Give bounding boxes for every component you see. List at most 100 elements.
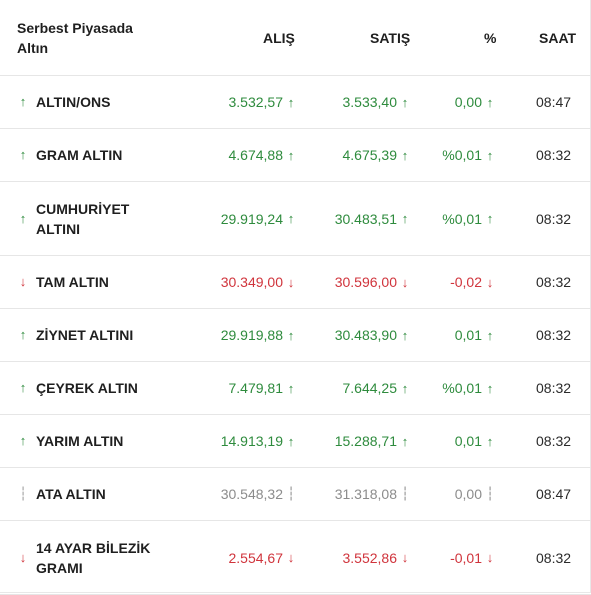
row-name[interactable]: ↓ TAM ALTIN [17, 272, 166, 292]
sell-price: 30.596,00 ↓ [335, 274, 413, 290]
update-time: 08:47 [536, 94, 572, 110]
table-row[interactable]: ↓ TAM ALTIN 30.349,00 ↓ 30.596,00 ↓ -0,0… [0, 256, 591, 309]
buy-price: 30.548,32 ┆ [221, 486, 299, 502]
table-header: Serbest Piyasada Altın ALIŞ SATIŞ % SAAT [0, 0, 591, 76]
change-percent: -0,02 ↓ [450, 274, 498, 290]
buy-price: 4.674,88 ↑ [229, 147, 300, 163]
buy-price-value: 7.479,81 [228, 380, 284, 396]
arrow-up-icon: ↑ [486, 327, 494, 343]
row-name-label: ALTIN/ONS [36, 94, 111, 110]
change-percent: -0,01 ↓ [450, 550, 498, 566]
table-title: Serbest Piyasada Altın [17, 19, 133, 56]
change-percent-value: 0,01 [454, 433, 482, 449]
change-percent-value: 0,00 [454, 486, 482, 502]
table-row[interactable]: ↑ ÇEYREK ALTIN 7.479,81 ↑ 7.644,25 ↑ %0,… [0, 362, 591, 415]
arrow-up-icon: ↑ [19, 94, 27, 109]
column-header-time[interactable]: SAAT [539, 29, 577, 46]
arrow-up-icon: ↑ [486, 147, 494, 163]
arrow-up-icon: ↑ [19, 380, 27, 395]
row-name[interactable]: ┆ ATA ALTIN [17, 484, 166, 504]
buy-price: 30.349,00 ↓ [221, 274, 299, 290]
column-header-sell[interactable]: SATIŞ [370, 29, 411, 46]
arrow-up-icon: ↑ [401, 211, 409, 226]
row-name[interactable]: ↑ ÇEYREK ALTIN [17, 378, 166, 398]
update-time: 08:32 [536, 549, 572, 566]
sell-price-value: 3.533,40 [342, 94, 398, 110]
row-name[interactable]: ↑ YARIM ALTIN [17, 431, 166, 451]
sell-price-value: 4.675,39 [342, 147, 398, 163]
arrow-up-icon: ↑ [486, 211, 494, 226]
change-percent: %0,01 ↑ [442, 380, 498, 396]
arrow-up-icon: ↑ [287, 94, 295, 110]
change-percent: %0,01 ↑ [442, 147, 498, 163]
update-time: 08:32 [536, 433, 572, 449]
row-name-label: ZİYNET ALTINI [36, 327, 134, 343]
row-name[interactable]: ↑ CUMHURİYET ALTINI [17, 199, 166, 239]
arrow-up-icon: ↑ [19, 210, 27, 226]
arrow-up-icon: ↑ [401, 380, 409, 396]
sell-price-value: 31.318,08 [334, 486, 397, 502]
arrow-up-icon: ↑ [287, 211, 295, 226]
arrow-up-icon: ↑ [287, 327, 295, 343]
sell-price: 3.552,86 ↓ [343, 550, 414, 566]
neutral-dots-icon: ┆ [19, 486, 27, 501]
update-time: 08:32 [536, 274, 572, 290]
arrow-up-icon: ↑ [486, 94, 494, 110]
row-name-label: YARIM ALTIN [36, 433, 124, 449]
sell-price-value: 3.552,86 [342, 549, 398, 566]
neutral-dots-icon: ┆ [486, 486, 494, 501]
arrow-up-icon: ↑ [19, 327, 27, 342]
arrow-up-icon: ↑ [401, 433, 409, 449]
arrow-down-icon: ↓ [19, 274, 27, 289]
change-percent-value: -0,02 [450, 274, 482, 290]
table-row[interactable]: ↑ ALTIN/ONS 3.532,57 ↑ 3.533,40 ↑ 0,00 ↑… [0, 76, 591, 129]
row-name-label: GRAM ALTIN [36, 147, 123, 163]
change-percent-value: -0,01 [450, 549, 482, 566]
neutral-dots-icon: ┆ [287, 486, 295, 501]
sell-price: 7.644,25 ↑ [343, 380, 414, 396]
table-row[interactable]: ↑ CUMHURİYET ALTINI 29.919,24 ↑ 30.483,5… [0, 182, 591, 256]
buy-price-value: 30.548,32 [220, 486, 283, 502]
table-row[interactable]: ┆ ATA ALTIN 30.548,32 ┆ 31.318,08 ┆ 0,00… [0, 468, 591, 521]
buy-price-value: 14.913,19 [220, 433, 283, 449]
buy-price: 7.479,81 ↑ [229, 380, 300, 396]
buy-price: 3.532,57 ↑ [229, 94, 300, 110]
arrow-up-icon: ↑ [401, 94, 409, 110]
sell-price-value: 7.644,25 [342, 380, 398, 396]
neutral-dots-icon: ┆ [401, 486, 409, 501]
change-percent-value: 0,00 [454, 94, 482, 110]
table-row[interactable]: ↑ GRAM ALTIN 4.674,88 ↑ 4.675,39 ↑ %0,01… [0, 129, 591, 182]
update-time: 08:32 [536, 380, 572, 396]
sell-price: 30.483,51 ↑ [335, 211, 413, 227]
row-name-label: TAM ALTIN [36, 274, 109, 290]
buy-price-value: 2.554,67 [228, 549, 284, 566]
update-time: 08:32 [536, 327, 572, 343]
table-row[interactable]: ↑ ZİYNET ALTINI 29.919,88 ↑ 30.483,90 ↑ … [0, 309, 591, 362]
column-header-buy[interactable]: ALIŞ [263, 29, 295, 46]
change-percent: 0,00 ↑ [455, 94, 498, 110]
row-name[interactable]: ↑ ALTIN/ONS [17, 92, 166, 112]
table-row[interactable]: ↑ YARIM ALTIN 14.913,19 ↑ 15.288,71 ↑ 0,… [0, 415, 591, 468]
buy-price: 14.913,19 ↑ [221, 433, 299, 449]
column-header-percent[interactable]: % [484, 29, 497, 46]
arrow-up-icon: ↑ [287, 433, 295, 449]
row-name-label: ATA ALTIN [36, 486, 106, 502]
row-name[interactable]: ↓ 14 AYAR BİLEZİK GRAMI [17, 538, 166, 578]
arrow-up-icon: ↑ [486, 380, 494, 396]
change-percent-value: %0,01 [442, 210, 482, 227]
buy-price: 29.919,24 ↑ [221, 211, 299, 227]
table-row[interactable]: ↓ 14 AYAR BİLEZİK GRAMI 2.554,67 ↓ 3.552… [0, 521, 591, 595]
arrow-up-icon: ↑ [486, 433, 494, 449]
change-percent-value: %0,01 [442, 380, 482, 396]
arrow-up-icon: ↑ [19, 147, 27, 162]
table-body: ↑ ALTIN/ONS 3.532,57 ↑ 3.533,40 ↑ 0,00 ↑… [0, 76, 591, 595]
buy-price-value: 29.919,24 [220, 210, 283, 227]
buy-price-value: 29.919,88 [220, 327, 283, 343]
row-name[interactable]: ↑ ZİYNET ALTINI [17, 325, 166, 345]
sell-price: 15.288,71 ↑ [335, 433, 413, 449]
row-name-label: 14 AYAR BİLEZİK GRAMI [36, 539, 151, 576]
arrow-down-icon: ↓ [287, 550, 295, 565]
row-name[interactable]: ↑ GRAM ALTIN [17, 145, 166, 165]
change-percent-value: %0,01 [442, 147, 482, 163]
